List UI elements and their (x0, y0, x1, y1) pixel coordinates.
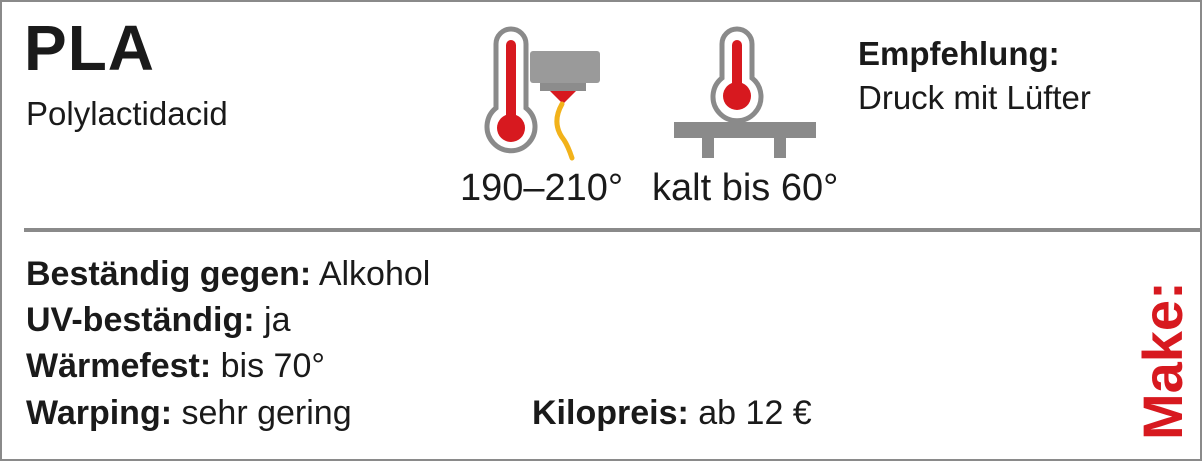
material-full-name: Polylactidacid (26, 95, 228, 132)
property-row: Beständig gegen: Alkohol (26, 255, 431, 293)
recommendation-value: Druck mit Lüfter (858, 79, 1091, 116)
recommendation-label: Empfehlung: (858, 35, 1060, 72)
section-divider (24, 228, 1200, 232)
property-value: ja (264, 301, 291, 339)
material-name: PLA (24, 12, 155, 84)
property-value: bis 70° (220, 347, 325, 385)
property-label: Warping: (26, 394, 173, 432)
price-row: Kilopreis: ab 12 € (532, 394, 812, 432)
heated-bed-thermometer-icon (674, 26, 816, 158)
property-label: Beständig gegen: (26, 255, 312, 293)
property-row: UV-beständig: ja (26, 301, 291, 339)
make-logo-text: Make: (1131, 281, 1194, 440)
make-logo: Make: (1131, 281, 1194, 440)
price-label: Kilopreis: (532, 394, 689, 432)
property-label: Wärmefest: (26, 347, 212, 385)
property-label: UV-beständig: (26, 301, 255, 339)
nozzle-temperature: 190–210° (460, 167, 624, 209)
price-value: ab 12 € (698, 394, 812, 432)
property-row: Warping: sehr gering (26, 394, 352, 432)
bed-temperature: kalt bis 60° (652, 167, 839, 209)
nozzle-thermometer-icon (484, 26, 600, 161)
property-value: sehr gering (181, 394, 352, 432)
property-value: Alkohol (318, 255, 431, 293)
property-row: Wärmefest: bis 70° (26, 347, 325, 385)
